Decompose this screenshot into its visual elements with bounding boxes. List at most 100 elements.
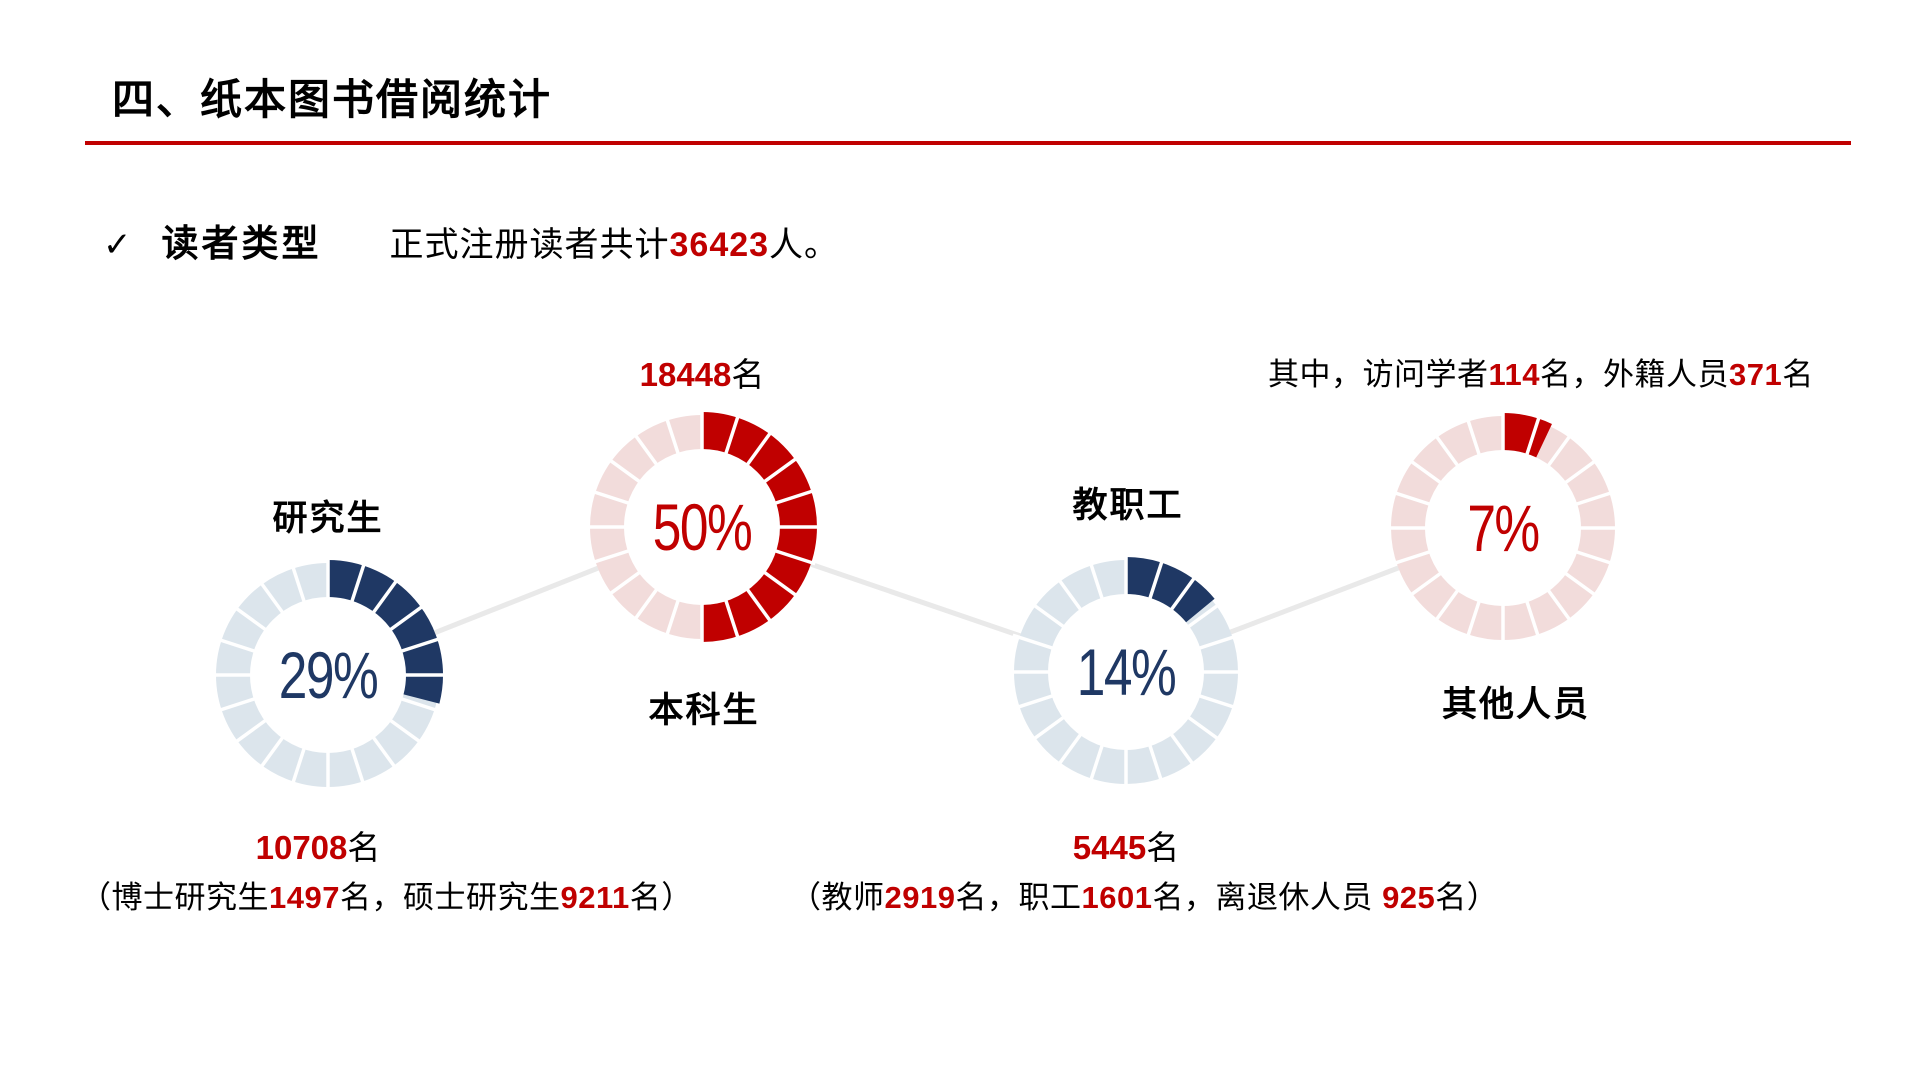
page-title: 四、纸本图书借阅统计 xyxy=(112,76,553,123)
segment-gap xyxy=(1389,489,1434,507)
highlight-number: 371 xyxy=(1729,357,1783,392)
donut-center xyxy=(249,596,407,754)
segment-gap xyxy=(349,561,367,606)
segment-gap xyxy=(1389,549,1434,567)
donut-staff-percent: 14% xyxy=(1076,635,1177,709)
donut-graduate-percent: 29% xyxy=(278,638,379,712)
segment-gap xyxy=(1524,414,1542,459)
segment-gap xyxy=(1184,600,1224,630)
segment-gap xyxy=(370,577,400,617)
segment-gap xyxy=(1012,693,1057,711)
segment-gap xyxy=(1054,730,1084,770)
segment-gap xyxy=(723,596,741,641)
detail-staff: （教师2919名，职工1601名，离退休人员 925名） xyxy=(790,872,1498,917)
text-run: 名，职工 xyxy=(955,880,1082,915)
donut-ring-svg xyxy=(583,408,821,646)
segment-gap xyxy=(1168,730,1198,770)
segment-gap xyxy=(663,413,681,458)
highlight-number: 114 xyxy=(1488,357,1541,392)
label-staff: 教职工 xyxy=(1072,486,1184,525)
count-staff: 5445名 xyxy=(976,821,1276,869)
segment-gap xyxy=(256,577,286,617)
segment-gap xyxy=(663,596,681,641)
donut-ring-svg xyxy=(1384,409,1622,647)
segment-gap xyxy=(1561,456,1601,486)
segment-gap xyxy=(289,744,307,789)
segment-gap xyxy=(349,744,367,789)
segment-gap xyxy=(1184,714,1224,744)
count-graduate-suffix: 名 xyxy=(347,829,381,866)
text-run: 人。 xyxy=(769,226,840,264)
segment-gap xyxy=(397,696,442,714)
segment-gap xyxy=(604,455,644,485)
count-undergraduate: 18448名 xyxy=(552,348,852,396)
segment-gap xyxy=(370,733,400,773)
segment-gap xyxy=(744,585,774,625)
segment-gap xyxy=(630,585,660,625)
segment-gap xyxy=(230,717,270,747)
segment-gap xyxy=(1545,430,1575,470)
donut-center xyxy=(623,448,781,606)
count-staff-suffix: 名 xyxy=(1146,829,1180,866)
reader-type-label: 读者类型 xyxy=(161,223,322,264)
text-run: （博士研究生 xyxy=(80,880,269,915)
highlight-number: 1497 xyxy=(269,880,340,915)
segment-gap xyxy=(1195,633,1240,651)
segment-gap xyxy=(1087,741,1105,786)
title-underline xyxy=(85,141,1851,145)
segment-gap xyxy=(1545,586,1575,626)
count-staff-number: 5445 xyxy=(1072,829,1147,866)
others-breakdown-note: 其中，访问学者114名，外籍人员371名 xyxy=(1268,349,1814,394)
count-graduate-number: 10708 xyxy=(255,829,348,866)
count-graduate: 10708名 xyxy=(168,821,468,869)
count-undergraduate-number: 18448 xyxy=(639,356,732,393)
donut-undergraduate-percent: 50% xyxy=(652,490,753,564)
text-run: 正式注册读者共计 xyxy=(389,226,670,264)
donut-ring-svg xyxy=(1007,553,1245,791)
segment-gap xyxy=(1405,570,1445,600)
segment-gap xyxy=(1195,693,1240,711)
segment-gap xyxy=(1147,741,1165,786)
segment-gap xyxy=(1087,558,1105,603)
segment-gap xyxy=(1168,574,1198,614)
segment-gap xyxy=(1431,586,1461,626)
text-run: 名，硕士研究生 xyxy=(339,880,561,915)
label-others: 其他人员 xyxy=(1441,685,1590,724)
segment-gap xyxy=(289,561,307,606)
donut-center xyxy=(1424,449,1582,607)
segment-gap xyxy=(723,413,741,458)
text-run: 名） xyxy=(1435,880,1499,915)
segment-gap xyxy=(386,603,426,633)
segment-gap xyxy=(1147,558,1165,603)
segment-gap xyxy=(744,429,774,469)
text-run: 名 xyxy=(1782,357,1814,392)
segment-gap xyxy=(1464,414,1482,459)
highlight-number: 1601 xyxy=(1081,880,1153,915)
segment-gap xyxy=(771,488,816,506)
segment-gap xyxy=(1054,574,1084,614)
segment-gap xyxy=(214,636,259,654)
segment-gap xyxy=(1028,714,1068,744)
segment-gap xyxy=(630,429,660,469)
segment-gap xyxy=(256,733,286,773)
segment-gap xyxy=(1464,597,1482,642)
registered-readers-text: 正式注册读者共计36423人。 xyxy=(390,217,840,266)
label-graduate: 研究生 xyxy=(272,499,384,538)
donut-staff: 14% xyxy=(986,532,1266,812)
segment-gap xyxy=(1028,600,1068,630)
checkmark-icon: ✓ xyxy=(103,226,132,264)
segment-gap xyxy=(230,603,270,633)
segment-gap xyxy=(760,455,800,485)
segment-gap xyxy=(604,569,644,599)
segment-gap xyxy=(1012,633,1057,651)
text-run: 名，外籍人员 xyxy=(1540,357,1730,392)
highlight-number: 36423 xyxy=(669,226,770,264)
segment-gap xyxy=(1572,489,1617,507)
segment-gap xyxy=(771,548,816,566)
donut-fill-arc xyxy=(1125,557,1215,623)
segment-gap xyxy=(588,488,633,506)
text-run: （教师 xyxy=(790,880,885,915)
segment-gap xyxy=(386,717,426,747)
reader-type-bullet-row: ✓ 读者类型 正式注册读者共计36423人。 xyxy=(103,213,839,267)
